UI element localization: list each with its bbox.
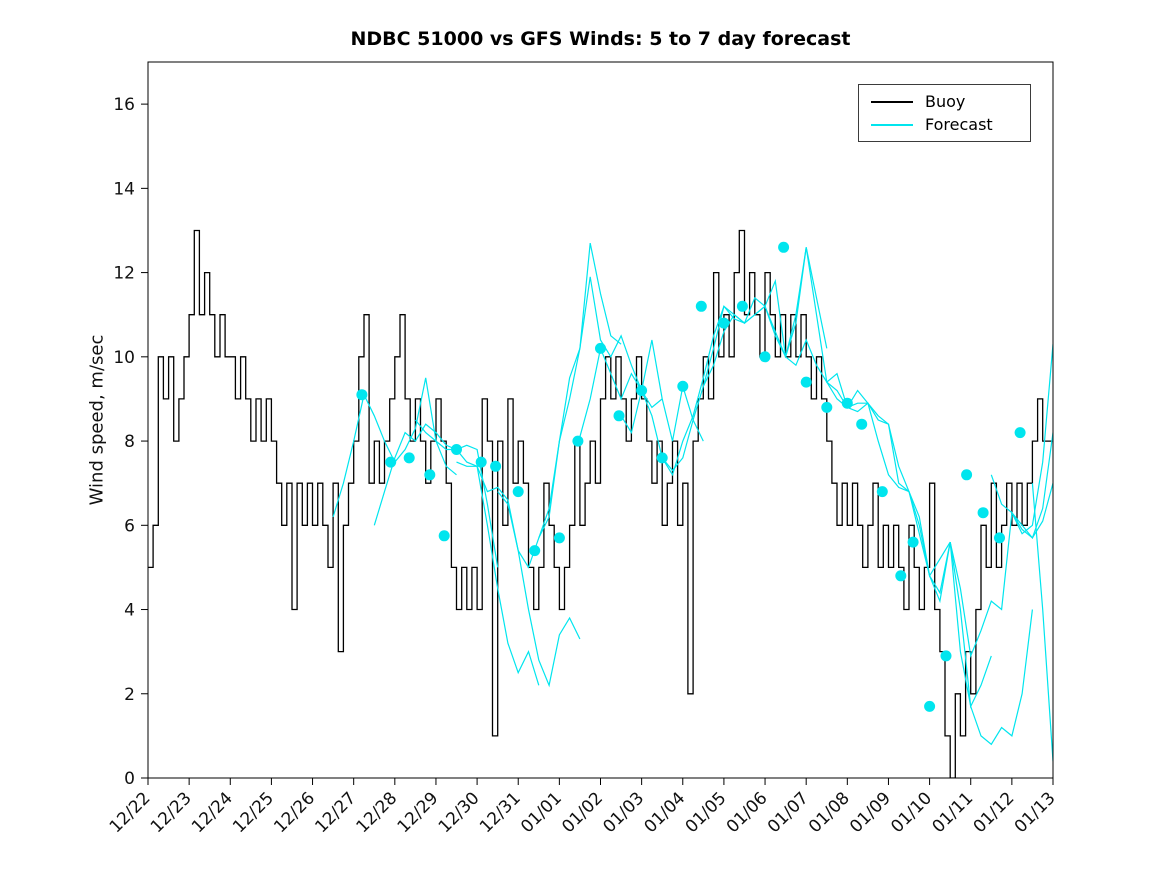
svg-text:14: 14	[113, 179, 135, 199]
forecast-markers	[356, 241, 1026, 712]
svg-text:2: 2	[124, 685, 135, 705]
svg-text:01/05: 01/05	[682, 788, 731, 837]
svg-text:12/25: 12/25	[229, 788, 278, 837]
buoy-line	[148, 229, 1053, 778]
forecast-line-sample	[871, 123, 913, 126]
legend-label-forecast: Forecast	[925, 115, 993, 134]
svg-text:01/11: 01/11	[928, 788, 977, 837]
svg-text:12/23: 12/23	[147, 788, 196, 837]
legend: Buoy Forecast	[858, 84, 1031, 142]
svg-text:8: 8	[124, 432, 135, 452]
svg-text:01/09: 01/09	[846, 788, 895, 837]
svg-text:12/31: 12/31	[476, 788, 525, 837]
svg-text:01/06: 01/06	[723, 788, 772, 837]
svg-text:12/29: 12/29	[394, 788, 443, 837]
svg-text:12/27: 12/27	[311, 788, 360, 837]
chart-title: NDBC 51000 vs GFS Winds: 5 to 7 day fore…	[350, 28, 851, 50]
buoy-line-sample	[871, 100, 913, 103]
svg-text:4: 4	[124, 601, 135, 621]
svg-text:6: 6	[124, 516, 135, 536]
legend-entry-buoy: Buoy	[859, 90, 1030, 113]
svg-text:01/01: 01/01	[517, 788, 566, 837]
svg-text:01/12: 01/12	[970, 788, 1019, 837]
svg-text:01/10: 01/10	[887, 788, 936, 837]
svg-text:01/07: 01/07	[764, 788, 813, 837]
legend-label-buoy: Buoy	[925, 92, 966, 111]
svg-text:01/08: 01/08	[805, 788, 854, 837]
svg-text:10: 10	[113, 348, 135, 368]
svg-text:12/28: 12/28	[353, 788, 402, 837]
svg-text:12/30: 12/30	[435, 788, 484, 837]
svg-text:12/22: 12/22	[106, 788, 155, 837]
legend-entry-forecast: Forecast	[859, 113, 1030, 136]
x-axis: 12/2212/2312/2412/2512/2612/2712/2812/29…	[106, 778, 1060, 837]
svg-text:01/04: 01/04	[641, 788, 690, 837]
svg-text:12/24: 12/24	[188, 788, 237, 837]
svg-text:16: 16	[113, 95, 135, 115]
svg-text:01/02: 01/02	[558, 788, 607, 837]
svg-text:12/26: 12/26	[270, 788, 319, 837]
svg-text:0: 0	[124, 769, 135, 789]
plot-box	[147, 61, 1054, 779]
svg-text:12: 12	[113, 264, 135, 284]
y-axis: 0 2 4 6 8 10 12 14 16	[113, 95, 148, 789]
svg-text:01/13: 01/13	[1011, 788, 1060, 837]
svg-text:01/03: 01/03	[599, 788, 648, 837]
